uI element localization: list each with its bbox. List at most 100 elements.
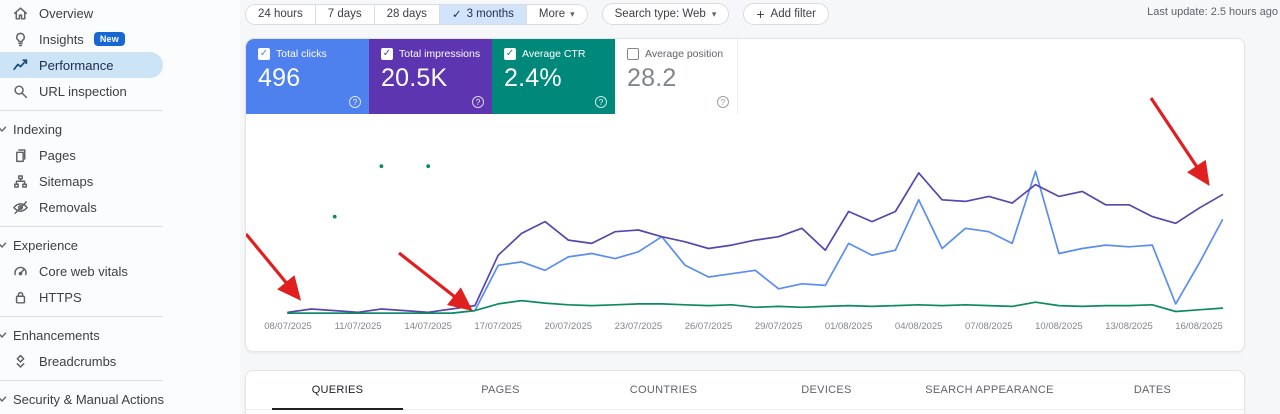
help-icon[interactable]: ? bbox=[717, 96, 729, 108]
sidebar-section-label: Security & Manual Actions bbox=[13, 391, 165, 407]
sidebar-divider bbox=[0, 380, 163, 381]
metric-label: Average position bbox=[645, 48, 724, 60]
sidebar-item-label: Core web vitals bbox=[39, 263, 128, 279]
ctr-outlier-dot bbox=[332, 214, 337, 219]
line-series-total-impressions bbox=[287, 172, 1224, 314]
help-icon[interactable]: ? bbox=[595, 96, 607, 108]
range-button-7-days[interactable]: 7 days bbox=[314, 4, 374, 24]
search-type-dropdown[interactable]: Search type: Web ▾ bbox=[601, 3, 730, 25]
ctr-outlier-dot bbox=[426, 164, 431, 169]
tab-label: COUNTRIES bbox=[629, 384, 698, 396]
x-axis-tick-label: 26/07/2025 bbox=[685, 321, 733, 332]
checkbox-checked-icon[interactable]: ✓ bbox=[504, 48, 516, 60]
sidebar-section-label: Indexing bbox=[13, 121, 63, 137]
line-series-total-clicks bbox=[287, 170, 1224, 315]
performance-chart-card: ✓ Total clicks 496? ✓ Total impressions 20.5K… bbox=[245, 38, 1245, 352]
help-icon[interactable]: ? bbox=[472, 96, 484, 108]
tab-label: DATES bbox=[1133, 384, 1172, 396]
sidebar-item-core-web-vitals[interactable]: Core web vitals bbox=[0, 258, 240, 284]
tab-label: SEARCH APPEARANCE bbox=[925, 384, 1054, 396]
sidebar-section-security-manual-actions[interactable]: Security & Manual Actions bbox=[0, 386, 240, 412]
add-filter-button[interactable]: + Add filter bbox=[743, 3, 829, 25]
sidebar-item-label: Sitemaps bbox=[39, 173, 94, 189]
tab-queries[interactable]: QUERIES bbox=[256, 371, 419, 410]
x-axis-tick-label: 08/07/2025 bbox=[264, 321, 312, 332]
x-axis-tick-label: 14/07/2025 bbox=[404, 321, 452, 332]
range-button-label: 24 hours bbox=[258, 8, 303, 20]
plus-icon: + bbox=[756, 6, 765, 22]
metric-card-average-ctr[interactable]: ✓ Average CTR 2.4%? bbox=[492, 39, 615, 114]
chevron-down-icon bbox=[0, 328, 9, 342]
sidebar-section-label: Experience bbox=[13, 237, 79, 253]
range-button-label: 28 days bbox=[386, 8, 427, 20]
x-axis-tick-label: 04/08/2025 bbox=[895, 321, 943, 332]
x-axis-tick-label: 29/07/2025 bbox=[755, 321, 803, 332]
tab-label: QUERIES bbox=[311, 384, 364, 396]
last-update-text: Last update: 2.5 hours ago bbox=[1147, 6, 1278, 18]
tab-label: DEVICES bbox=[801, 384, 852, 396]
tab-devices[interactable]: DEVICES bbox=[745, 371, 908, 409]
dimension-tab-row: QUERIES PAGES COUNTRIES DEVICES SEARCH APPEA… bbox=[246, 371, 1244, 410]
checkbox-checked-icon[interactable]: ✓ bbox=[381, 48, 393, 60]
sidebar-item-url-inspection[interactable]: URL inspection bbox=[0, 78, 240, 104]
pages-icon bbox=[12, 147, 29, 164]
sidebar-item-label: URL inspection bbox=[39, 83, 127, 99]
sidebar: Overview Insights New Performance URL inspec… bbox=[0, 0, 240, 414]
metric-card-average-position[interactable]: Average position 28.2? bbox=[615, 39, 738, 114]
sidebar-section-enhancements[interactable]: Enhancements bbox=[0, 322, 240, 348]
checkbox-unchecked-icon[interactable] bbox=[627, 48, 639, 60]
chevron-down-icon bbox=[0, 392, 9, 406]
performance-line-chart[interactable]: 08/07/2025 11/07/2025 14/07/2025 17/07/2025… bbox=[246, 96, 1246, 346]
range-button-24-hours[interactable]: 24 hours bbox=[246, 4, 315, 24]
sidebar-item-label: Breadcrumbs bbox=[39, 353, 117, 369]
range-button-more[interactable]: More ▾ bbox=[525, 4, 587, 24]
chevron-down-icon: ▾ bbox=[711, 8, 717, 19]
x-axis-tick-label: 16/08/2025 bbox=[1175, 321, 1223, 332]
sidebar-section-label: Enhancements bbox=[13, 327, 100, 343]
x-axis-tick-label: 17/07/2025 bbox=[474, 321, 522, 332]
red-annotation-arrow bbox=[246, 232, 302, 301]
speed-icon bbox=[12, 263, 29, 280]
sidebar-item-sitemaps[interactable]: Sitemaps bbox=[0, 168, 240, 194]
search-type-label: Search type: Web bbox=[614, 8, 706, 20]
sidebar-item-pages[interactable]: Pages bbox=[0, 142, 240, 168]
tab-countries[interactable]: COUNTRIES bbox=[582, 371, 745, 409]
sidebar-divider bbox=[0, 110, 163, 111]
range-button-label: 3 months bbox=[466, 8, 514, 20]
sidebar-section-experience[interactable]: Experience bbox=[0, 232, 240, 258]
metric-value: 20.5K bbox=[381, 64, 448, 92]
breadcrumbs-icon bbox=[12, 353, 29, 370]
sidebar-item-performance[interactable]: Performance bbox=[0, 52, 163, 78]
x-axis-tick-label: 01/08/2025 bbox=[825, 321, 873, 332]
search-icon bbox=[12, 83, 29, 100]
checkbox-checked-icon[interactable]: ✓ bbox=[258, 48, 270, 60]
sidebar-item-removals[interactable]: Removals bbox=[0, 194, 240, 220]
metric-card-total-impressions[interactable]: ✓ Total impressions 20.5K? bbox=[369, 39, 492, 114]
sidebar-item-breadcrumbs[interactable]: Breadcrumbs bbox=[0, 348, 240, 374]
chevron-down-icon bbox=[0, 122, 9, 136]
sidebar-item-overview[interactable]: Overview bbox=[0, 0, 240, 26]
red-annotation-arrow bbox=[398, 251, 473, 311]
help-icon[interactable]: ? bbox=[349, 96, 361, 108]
chevron-down-icon: ▾ bbox=[570, 8, 575, 19]
range-button-28-days[interactable]: 28 days bbox=[373, 4, 439, 24]
sidebar-item-https[interactable]: HTTPS bbox=[0, 284, 240, 310]
range-button-label: 7 days bbox=[327, 8, 362, 20]
sidebar-item-insights[interactable]: Insights New bbox=[0, 26, 240, 52]
metric-value: 2.4% bbox=[504, 64, 562, 92]
sidebar-section-indexing[interactable]: Indexing bbox=[0, 116, 240, 142]
sitemaps-icon bbox=[12, 173, 29, 190]
metric-cards-row: ✓ Total clicks 496? ✓ Total impressions 20.5K… bbox=[246, 39, 738, 114]
tab-pages[interactable]: PAGES bbox=[419, 371, 582, 409]
range-button-3-months[interactable]: ✓ 3 months bbox=[438, 4, 526, 24]
metric-card-total-clicks[interactable]: ✓ Total clicks 496? bbox=[246, 39, 369, 114]
sidebar-item-label: HTTPS bbox=[39, 289, 82, 305]
x-axis-tick-label: 23/07/2025 bbox=[615, 321, 663, 332]
tab-dates[interactable]: DATES bbox=[1071, 371, 1234, 409]
removals-icon bbox=[12, 199, 29, 216]
lock-icon bbox=[12, 289, 29, 306]
tab-search-appearance[interactable]: SEARCH APPEARANCE bbox=[908, 371, 1071, 409]
range-button-label: More bbox=[538, 8, 566, 20]
sidebar-divider bbox=[0, 226, 163, 227]
